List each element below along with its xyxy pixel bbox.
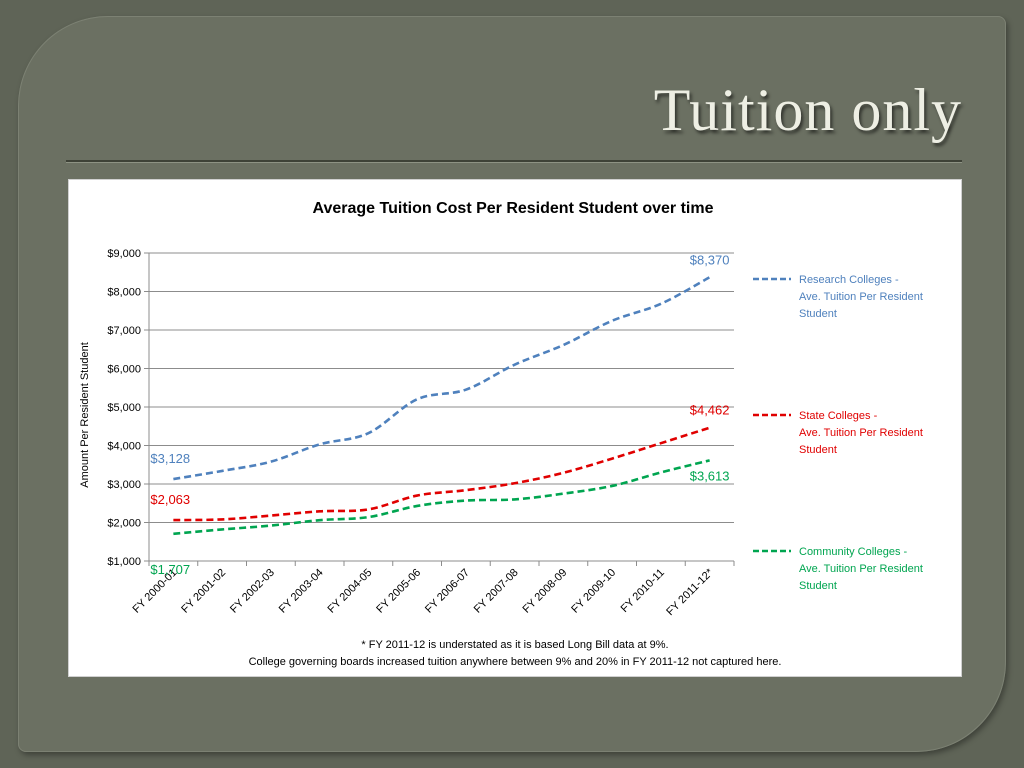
x-tick-label: FY 2008-09	[520, 567, 569, 616]
series-line	[173, 426, 711, 522]
y-tick-label: $6,000	[107, 364, 141, 376]
series-line	[173, 459, 710, 536]
data-label-start: $3,128	[150, 451, 190, 466]
y-tick-label: $9,000	[107, 248, 141, 260]
x-tick-label: FY 2011-12*	[664, 566, 716, 618]
x-tick-label: FY 2002-03	[228, 567, 277, 616]
x-tick-label: FY 2010-11	[619, 567, 667, 615]
x-tick-label: FY 2004-05	[325, 567, 374, 616]
footnote-1: * FY 2011-12 is understated as it is bas…	[361, 639, 669, 651]
y-tick-label: $8,000	[107, 287, 141, 299]
y-tick-label: $5,000	[107, 402, 141, 414]
slide-title: Tuition only	[653, 77, 962, 143]
y-axis-label: Amount Per Resident Student	[79, 342, 91, 488]
chart-frame: $1,000 $2,000 $3,000 $4,000 $5,000 $6,000 $7,0…	[68, 179, 962, 677]
x-tick-label: FY 2006-07	[423, 567, 472, 616]
chart-title: Average Tuition Cost Per Resident Studen…	[313, 200, 714, 217]
data-label-end: $3,613	[690, 468, 730, 483]
legend: Research Colleges -Ave. Tuition Per Resi…	[753, 274, 923, 592]
data-label-end: $8,370	[690, 252, 730, 267]
x-tick-label: FY 2005-06	[374, 567, 423, 616]
data-label-start: $1,707	[150, 562, 190, 577]
x-tick-label: FY 2007-08	[472, 567, 521, 616]
series-lines	[173, 276, 711, 536]
axes: $1,000 $2,000 $3,000 $4,000 $5,000 $6,000 $7,0…	[107, 248, 735, 618]
legend-label: Research Colleges -Ave. Tuition Per Resi…	[799, 274, 923, 320]
data-label-start: $2,063	[150, 492, 190, 507]
y-tick-label: $1,000	[107, 556, 141, 568]
y-tick-label: $4,000	[107, 441, 141, 453]
x-tick-label: FY 2003-04	[277, 567, 326, 616]
footnote-2: College governing boards increased tuiti…	[248, 656, 782, 668]
data-label-end: $4,462	[690, 403, 730, 418]
x-tick-label: FY 2009-10	[569, 567, 618, 616]
title-divider	[66, 160, 962, 163]
legend-label: Community Colleges -Ave. Tuition Per Res…	[799, 546, 923, 592]
tuition-line-chart: $1,000 $2,000 $3,000 $4,000 $5,000 $6,000 $7,0…	[79, 200, 923, 618]
y-tick-label: $7,000	[107, 325, 141, 337]
legend-label: State Colleges -Ave. Tuition Per Residen…	[799, 410, 923, 456]
y-tick-label: $2,000	[107, 518, 141, 530]
y-tick-label: $3,000	[107, 479, 141, 491]
data-labels: $3,128 $8,370 $2,063 $4,462 $1,707 $3,613	[150, 252, 729, 577]
gridlines	[149, 252, 734, 562]
series-line	[173, 276, 711, 481]
